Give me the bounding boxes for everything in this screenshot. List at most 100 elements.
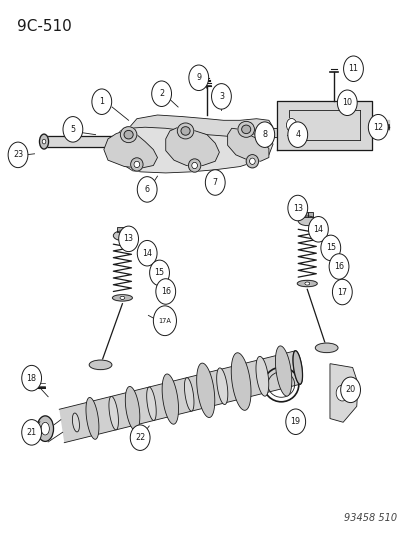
Polygon shape (109, 397, 118, 430)
Text: 15: 15 (325, 244, 335, 253)
Polygon shape (123, 227, 128, 232)
Circle shape (151, 81, 171, 107)
Circle shape (63, 117, 83, 142)
Text: 16: 16 (160, 287, 170, 296)
Polygon shape (184, 378, 194, 411)
Ellipse shape (131, 158, 143, 171)
Circle shape (340, 377, 360, 402)
Text: 93458 510: 93458 510 (343, 513, 396, 523)
Text: 23: 23 (13, 150, 23, 159)
Polygon shape (165, 127, 219, 165)
Text: 14: 14 (313, 225, 323, 234)
Circle shape (287, 195, 307, 221)
Polygon shape (329, 364, 357, 422)
Circle shape (22, 366, 41, 391)
Circle shape (188, 65, 208, 91)
Ellipse shape (120, 127, 137, 143)
Circle shape (332, 279, 351, 305)
Polygon shape (292, 351, 302, 384)
Circle shape (254, 122, 274, 148)
Ellipse shape (134, 161, 140, 167)
Text: 3: 3 (218, 92, 223, 101)
Ellipse shape (177, 123, 193, 139)
Ellipse shape (39, 134, 48, 149)
Polygon shape (196, 363, 214, 417)
Polygon shape (162, 374, 178, 424)
Polygon shape (104, 131, 157, 168)
Ellipse shape (335, 385, 348, 401)
Polygon shape (255, 357, 268, 396)
Polygon shape (86, 398, 99, 439)
Circle shape (211, 84, 231, 109)
Polygon shape (125, 386, 140, 431)
Text: 1: 1 (99, 97, 104, 106)
Text: 10: 10 (342, 98, 351, 107)
Text: 9: 9 (196, 73, 201, 82)
Ellipse shape (297, 216, 316, 225)
Circle shape (285, 409, 305, 434)
Circle shape (22, 419, 41, 445)
Circle shape (343, 56, 363, 82)
Text: 20: 20 (345, 385, 355, 394)
Circle shape (328, 254, 348, 279)
Polygon shape (146, 387, 156, 421)
Polygon shape (275, 346, 291, 396)
Text: 18: 18 (26, 374, 37, 383)
Ellipse shape (297, 280, 316, 287)
Polygon shape (216, 368, 227, 405)
Ellipse shape (112, 295, 132, 301)
Text: 17A: 17A (158, 318, 171, 324)
Ellipse shape (286, 118, 296, 132)
Ellipse shape (249, 158, 255, 165)
Ellipse shape (241, 125, 250, 134)
Text: 21: 21 (26, 428, 37, 437)
Ellipse shape (124, 131, 133, 139)
Ellipse shape (89, 360, 112, 369)
Text: 12: 12 (372, 123, 382, 132)
Circle shape (308, 216, 328, 242)
Text: 16: 16 (333, 262, 343, 271)
Circle shape (130, 425, 150, 450)
Circle shape (119, 226, 138, 252)
Text: 15: 15 (154, 269, 164, 277)
Ellipse shape (113, 231, 131, 240)
Circle shape (8, 142, 28, 167)
Text: 22: 22 (135, 433, 145, 442)
Text: 11: 11 (348, 64, 358, 73)
Circle shape (205, 169, 225, 195)
Ellipse shape (191, 163, 197, 168)
Circle shape (337, 90, 356, 116)
Polygon shape (128, 115, 272, 136)
Ellipse shape (41, 422, 49, 435)
Circle shape (368, 115, 387, 140)
Ellipse shape (42, 139, 46, 144)
Polygon shape (108, 122, 272, 173)
Text: 8: 8 (261, 130, 267, 139)
Polygon shape (292, 351, 302, 384)
Polygon shape (307, 212, 313, 217)
Circle shape (153, 306, 176, 336)
Polygon shape (72, 413, 79, 432)
Ellipse shape (37, 416, 53, 441)
Ellipse shape (246, 155, 258, 168)
Ellipse shape (237, 122, 254, 138)
Circle shape (149, 260, 169, 286)
Text: 4: 4 (294, 130, 299, 139)
Polygon shape (59, 351, 299, 443)
Text: 5: 5 (70, 125, 75, 134)
Polygon shape (227, 128, 268, 161)
Text: 14: 14 (142, 249, 152, 258)
Text: 9C-510: 9C-510 (17, 19, 72, 34)
Ellipse shape (315, 343, 337, 353)
Circle shape (137, 240, 157, 266)
Text: 17: 17 (337, 287, 347, 296)
Circle shape (137, 176, 157, 202)
Circle shape (92, 89, 112, 115)
Circle shape (155, 279, 175, 304)
Ellipse shape (180, 127, 190, 135)
Polygon shape (231, 353, 250, 410)
Text: 6: 6 (144, 185, 150, 194)
Circle shape (287, 122, 307, 148)
Text: 13: 13 (292, 204, 302, 213)
Text: 2: 2 (159, 89, 164, 98)
